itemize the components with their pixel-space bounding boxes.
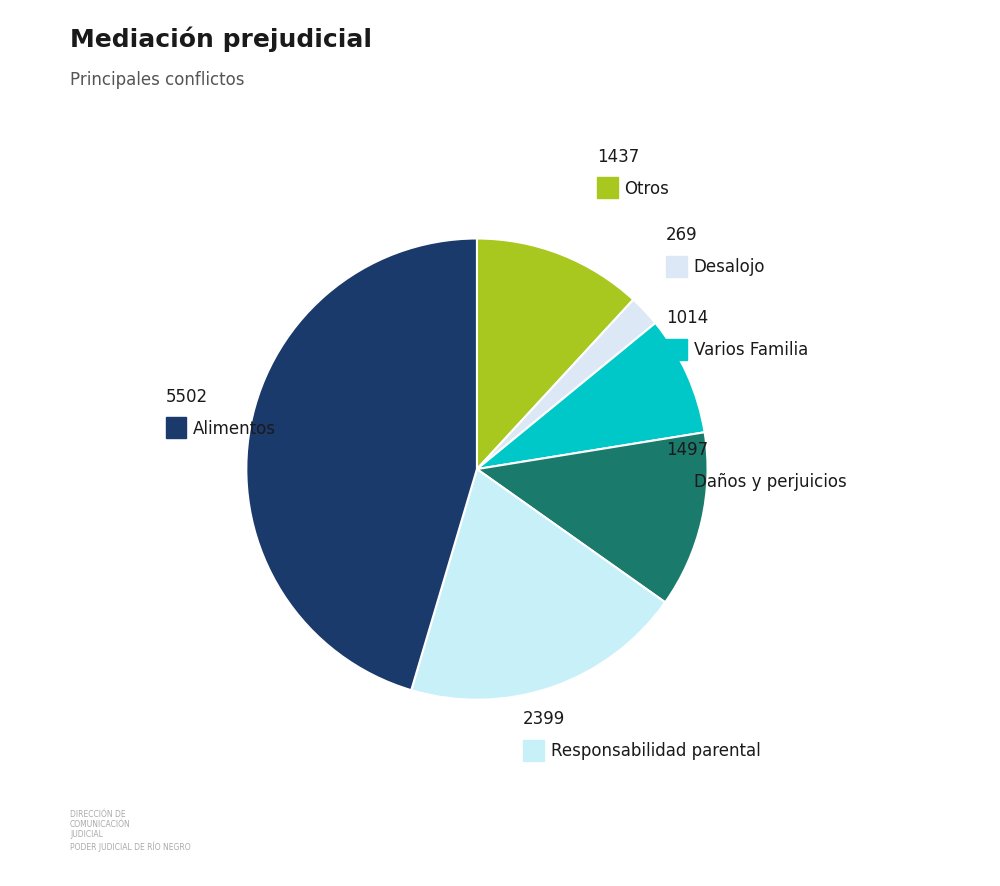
Text: 269: 269 bbox=[666, 226, 698, 244]
Text: 1497: 1497 bbox=[666, 440, 708, 458]
Text: 5502: 5502 bbox=[166, 387, 208, 405]
FancyBboxPatch shape bbox=[597, 178, 618, 199]
FancyBboxPatch shape bbox=[666, 339, 687, 360]
Text: Otros: Otros bbox=[625, 180, 669, 198]
Text: 2399: 2399 bbox=[523, 710, 565, 727]
Wedge shape bbox=[411, 470, 665, 700]
Text: DIRECCIÓN DE
COMUNICACIÓN
JUDICIAL
PODER JUDICIAL DE RÍO NEGRO: DIRECCIÓN DE COMUNICACIÓN JUDICIAL PODER… bbox=[70, 809, 191, 851]
Text: Varios Familia: Varios Familia bbox=[694, 341, 808, 359]
Text: Responsabilidad parental: Responsabilidad parental bbox=[551, 742, 760, 759]
Wedge shape bbox=[477, 432, 708, 602]
Text: 1014: 1014 bbox=[666, 309, 708, 327]
Text: 1437: 1437 bbox=[597, 148, 639, 166]
Text: Desalojo: Desalojo bbox=[694, 258, 765, 276]
Text: Mediación prejudicial: Mediación prejudicial bbox=[70, 27, 372, 52]
FancyBboxPatch shape bbox=[523, 740, 544, 761]
FancyBboxPatch shape bbox=[666, 470, 687, 492]
FancyBboxPatch shape bbox=[166, 418, 186, 439]
Wedge shape bbox=[477, 323, 705, 470]
Wedge shape bbox=[246, 239, 477, 690]
Text: Daños y perjuicios: Daños y perjuicios bbox=[694, 472, 846, 490]
Wedge shape bbox=[477, 300, 655, 470]
FancyBboxPatch shape bbox=[666, 257, 687, 277]
Text: Alimentos: Alimentos bbox=[193, 419, 276, 437]
Text: Principales conflictos: Principales conflictos bbox=[70, 71, 244, 89]
Wedge shape bbox=[477, 239, 633, 470]
